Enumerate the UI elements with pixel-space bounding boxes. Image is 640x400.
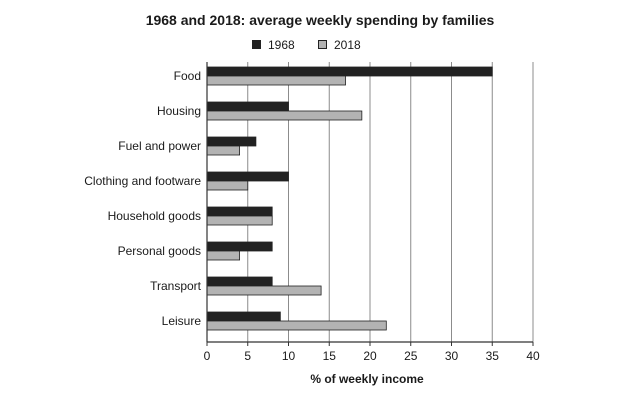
y-category-label: Fuel and power — [118, 139, 201, 153]
labels: 0 5 10 15 20 25 30 35 40 % of weekly income Food Ho… — [84, 69, 540, 386]
x-tick-label: 35 — [486, 349, 500, 363]
bar-2018-household-goods — [206, 215, 273, 226]
y-category-label: Housing — [157, 104, 201, 118]
x-axis-title: % of weekly income — [310, 372, 424, 386]
x-tick-label: 5 — [244, 349, 251, 363]
y-category-label: Clothing and footware — [84, 174, 201, 188]
x-tick-label: 10 — [282, 349, 296, 363]
legend-label-series-2: 2018 — [334, 38, 361, 52]
x-tick-label: 25 — [404, 349, 418, 363]
bar-1968-clothing-and-footware — [206, 171, 289, 182]
axes — [206, 62, 534, 346]
bar-1968-fuel-and-power — [206, 136, 257, 147]
bar-2018-personal-goods — [206, 250, 240, 261]
bar-1968-housing — [206, 101, 289, 112]
x-tick-label: 20 — [363, 349, 377, 363]
x-tick-label: 15 — [323, 349, 337, 363]
y-category-label: Transport — [150, 279, 202, 293]
x-tick-label: 0 — [204, 349, 211, 363]
bar-2018-transport — [206, 285, 322, 296]
bar-1968-personal-goods — [206, 241, 273, 252]
bar-2018-housing — [206, 110, 363, 121]
legend-swatch-series-1 — [252, 40, 261, 49]
y-category-label: Personal goods — [118, 244, 201, 258]
x-tick-label: 40 — [526, 349, 540, 363]
chart-title: 1968 and 2018: average weekly spending b… — [145, 12, 495, 28]
y-category-label: Food — [174, 69, 201, 83]
legend-swatch-series-2 — [318, 40, 327, 49]
bar-2018-leisure — [206, 320, 387, 331]
bar-2018-fuel-and-power — [206, 145, 240, 156]
bar-1968-leisure — [206, 311, 281, 322]
bar-1968-household-goods — [206, 206, 273, 217]
legend-label-series-1: 1968 — [268, 38, 295, 52]
y-category-label: Household goods — [108, 209, 201, 223]
bar-2018-food — [206, 75, 346, 86]
bar-1968-food — [206, 66, 493, 77]
grid — [247, 62, 534, 342]
x-tick-label: 30 — [445, 349, 459, 363]
y-category-label: Leisure — [162, 314, 202, 328]
bar-1968-transport — [206, 276, 273, 287]
bar-2018-clothing-and-footware — [206, 180, 249, 191]
bars — [206, 66, 493, 331]
